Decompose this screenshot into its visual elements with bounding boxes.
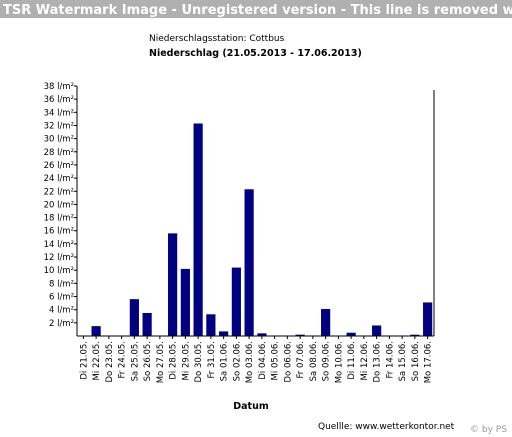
bar-mi-22-05 <box>91 326 101 336</box>
copyright-label: © by PS <box>470 425 507 435</box>
y-tick-label: 18 l/m² <box>44 214 74 224</box>
y-tick-label: 38 l/m² <box>44 82 74 92</box>
x-tick-label: Fr 24.05. <box>118 341 128 379</box>
x-tick-label: So 16.06. <box>411 341 421 381</box>
y-tick-label: 34 l/m² <box>44 108 74 118</box>
x-axis-label: Datum <box>233 401 269 412</box>
y-tick-label: 6 l/m² <box>49 293 74 303</box>
y-tick-label: 28 l/m² <box>44 148 74 158</box>
x-tick-label: Mi 05.06. <box>271 341 281 380</box>
bar-di-04-06 <box>257 333 267 336</box>
station-label: Niederschlagsstation: Cottbus <box>149 34 285 44</box>
x-tick-label: Mo 27.05. <box>156 341 166 383</box>
y-tick-label: 2 l/m² <box>49 319 74 329</box>
bar-mi-29-05 <box>180 268 190 336</box>
x-tick-label: Mi 29.05. <box>181 341 191 380</box>
bar-fr-31-05 <box>206 314 216 336</box>
y-tick-label: 20 l/m² <box>44 200 74 210</box>
bar-sa-25-05 <box>129 299 139 336</box>
x-tick-label: So 09.06. <box>322 341 332 381</box>
x-tick-label: Fr 31.05. <box>207 341 217 379</box>
y-tick-label: 14 l/m² <box>44 240 74 250</box>
x-tick-label: Sa 01.06. <box>220 341 230 381</box>
x-tick-label: Do 06.06. <box>283 341 293 382</box>
x-tick-label: Di 28.05. <box>169 341 179 380</box>
x-tick-label: Fr 14.06. <box>385 341 395 379</box>
bar-sa-01-06 <box>219 331 229 336</box>
x-tick-label: Di 21.05. <box>79 341 89 380</box>
x-axis: Di 21.05. Mi 22.05. Do 23.05. Fr 24.05. Sa 2… <box>77 335 434 383</box>
x-tick-label: So 02.06. <box>232 341 242 381</box>
y-tick-label: 8 l/m² <box>49 279 74 289</box>
x-tick-label: Sa 15.06. <box>398 341 408 381</box>
x-tick-label: Mi 22.05. <box>92 341 102 380</box>
bar-di-11-06 <box>346 332 356 336</box>
x-tick-label: Do 30.05. <box>194 341 204 382</box>
bar-do-13-06 <box>372 325 382 336</box>
x-tick-label: Mo 03.06. <box>245 341 255 383</box>
bar-mo-03-06 <box>244 189 254 336</box>
y-tick-label: 10 l/m² <box>44 266 74 276</box>
y-axis: 2 l/m² 4 l/m² 6 l/m² 8 l/m² 10 l/m² 12 l/m² 14… <box>44 82 435 336</box>
x-tick-label: Di 11.06. <box>347 341 357 380</box>
y-tick-label: 32 l/m² <box>44 121 74 131</box>
x-tick-label: Di 04.06. <box>258 341 268 380</box>
x-tick-label: Sa 08.06. <box>309 341 319 381</box>
bar-so-26-05 <box>142 312 152 336</box>
x-tick-label: Mi 12.06. <box>360 341 370 380</box>
y-tick-label: 26 l/m² <box>44 161 74 171</box>
bar-fr-07-06 <box>295 334 305 336</box>
y-tick-label: 22 l/m² <box>44 187 74 197</box>
x-tick-label: Do 13.06. <box>373 341 383 382</box>
y-tick-label: 16 l/m² <box>44 227 74 237</box>
x-tick-label: Mo 17.06. <box>424 341 434 383</box>
y-tick-label: 36 l/m² <box>44 95 74 105</box>
bar-so-16-06 <box>410 334 420 336</box>
bar-do-30-05 <box>193 123 203 336</box>
y-tick-label: 12 l/m² <box>44 253 74 263</box>
bar-so-02-06 <box>231 267 241 336</box>
bar-so-09-06 <box>321 309 331 336</box>
bars <box>91 123 433 336</box>
x-tick-label: Fr 07.06. <box>296 341 306 379</box>
watermark-banner <box>0 0 512 18</box>
y-tick-label: 4 l/m² <box>49 306 74 316</box>
bar-mo-17-06 <box>423 302 433 336</box>
source-label: Quellle: www.wetterkontor.net <box>318 422 455 432</box>
watermark-banner-text: TSR Watermark Image - Unregistered versi… <box>3 3 512 18</box>
y-tick-label: 30 l/m² <box>44 135 74 145</box>
x-tick-label: Sa 25.05. <box>130 341 140 381</box>
x-tick-label: Do 23.05. <box>105 341 115 382</box>
x-tick-label: Mo 10.06. <box>334 341 344 383</box>
x-tick-label: So 26.05. <box>143 341 153 381</box>
y-tick-label: 24 l/m² <box>44 174 74 184</box>
bar-di-28-05 <box>168 233 178 336</box>
chart-title: Niederschlag (21.05.2013 - 17.06.2013) <box>149 48 362 59</box>
